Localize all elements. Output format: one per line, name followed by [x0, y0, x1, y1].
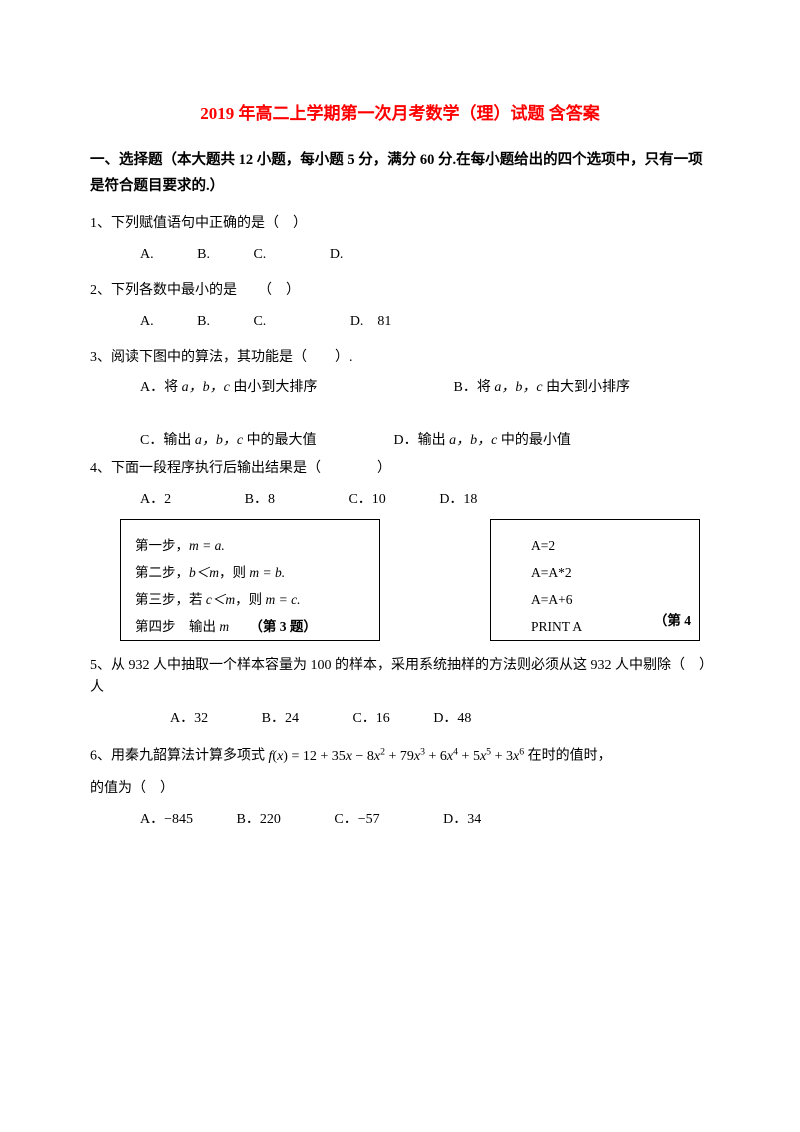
- q6-post: 在时的值时，: [524, 749, 612, 764]
- algo-line-3: 第三步，若 c＜m，则 m = c.: [135, 586, 365, 613]
- q2-option-c: C.: [253, 311, 266, 333]
- question-3-options-ab: A．将 a，b，c 由小到大排序 B．将 a，b，c 由大到小排序: [90, 377, 710, 399]
- section-1-header: 一、选择题（本大题共 12 小题，每小题 5 分，满分 60 分.在每小题给出的…: [90, 147, 710, 199]
- q3-option-b: B．将 a，b，c 由大到小排序: [454, 377, 631, 399]
- algo-line-1: 第一步，m = a.: [135, 532, 365, 559]
- question-1-options: A. B. C. D.: [90, 244, 710, 266]
- q4-option-c: C．10: [348, 489, 385, 511]
- code-box: A=2 A=A*2 A=A+6 PRINT A（第 4: [490, 519, 700, 641]
- q1-option-b: B.: [197, 244, 210, 266]
- q1-option-a: A.: [140, 244, 154, 266]
- q3b-post: 由大到小排序: [543, 380, 631, 395]
- question-4-options: A．2 B．8 C．10 D．18: [90, 489, 710, 511]
- q3b-vars: a，b，c: [494, 380, 542, 395]
- q4-option-d: D．18: [439, 489, 477, 511]
- q3-option-d: D．输出 a，b，c 中的最小值: [394, 430, 571, 452]
- q3c-post: 中的最大值: [243, 433, 317, 448]
- exam-title: 2019 年高二上学期第一次月考数学（理）试题 含答案: [90, 100, 710, 127]
- question-6: 6、用秦九韶算法计算多项式 f(x) = 12 + 35x − 8x2 + 79…: [90, 744, 710, 768]
- q3d-post: 中的最小值: [497, 433, 571, 448]
- q6-option-a: A．−845: [140, 809, 193, 831]
- q3a-vars: a，b，c: [182, 380, 230, 395]
- algo-line-2: 第二步，b＜m，则 m = b.: [135, 559, 365, 586]
- q3a-post: 由小到大排序: [230, 380, 318, 395]
- code-line-2: A=A*2: [531, 559, 685, 586]
- algo-line-4: 第四步 输出 m （第 3 题）: [135, 613, 365, 640]
- question-2: 2、下列各数中最小的是 （ ）: [90, 280, 710, 302]
- algo-box-label: （第 3 题）: [256, 619, 317, 634]
- q4-option-b: B．8: [245, 489, 275, 511]
- q3b-pre: B．将: [454, 380, 495, 395]
- q5-option-d: D．48: [433, 708, 471, 730]
- q1-option-d: D.: [330, 244, 344, 266]
- question-3-options-cd: C．输出 a，b，c 中的最大值 D．输出 a，b，c 中的最小值: [90, 430, 710, 452]
- q2-option-a: A.: [140, 311, 154, 333]
- question-5-options: A．32 B．24 C．16 D．48: [90, 708, 710, 730]
- q6-option-d: D．34: [443, 809, 481, 831]
- code-line-4: PRINT A（第 4: [531, 613, 685, 640]
- question-4: 4、下面一段程序执行后输出结果是（ ）: [90, 458, 710, 480]
- q6-option-b: B．220: [237, 809, 281, 831]
- q2-option-d: D. 81: [350, 311, 392, 333]
- q6-pre: 6、用秦九韶算法计算多项式: [90, 749, 269, 764]
- q5-option-a: A．32: [170, 708, 208, 730]
- q1-option-c: C.: [253, 244, 266, 266]
- code-box-label: （第 4: [654, 607, 691, 634]
- question-2-options: A. B. C. D. 81: [90, 311, 710, 333]
- question-5: 5、从 932 人中抽取一个样本容量为 100 的样本，采用系统抽样的方法则必须…: [90, 655, 710, 700]
- question-6-options: A．−845 B．220 C．−57 D．34: [90, 809, 710, 831]
- algorithm-box: 第一步，m = a. 第二步，b＜m，则 m = b. 第三步，若 c＜m，则 …: [120, 519, 380, 641]
- question-6-line2: 的值为（ ）: [90, 778, 710, 800]
- q3c-pre: C．输出: [140, 433, 195, 448]
- question-3: 3、阅读下图中的算法，其功能是（ ）.: [90, 347, 710, 369]
- q3d-pre: D．输出: [394, 433, 450, 448]
- q3-option-c: C．输出 a，b，c 中的最大值: [90, 430, 390, 452]
- code-line-1: A=2: [531, 532, 685, 559]
- q3a-pre: A．将: [140, 380, 182, 395]
- q3-option-a: A．将 a，b，c 由小到大排序: [90, 377, 450, 399]
- q2-option-b: B.: [197, 311, 210, 333]
- q6-formula: f(x) = 12 + 35x − 8x2 + 79x3 + 6x4 + 5x5…: [269, 749, 525, 764]
- q5-option-b: B．24: [262, 708, 299, 730]
- q3c-vars: a，b，c: [195, 433, 243, 448]
- question-1: 1、下列赋值语句中正确的是（ ）: [90, 213, 710, 235]
- q5-option-c: C．16: [352, 708, 389, 730]
- q6-option-c: C．−57: [334, 809, 379, 831]
- q4-option-a: A．2: [140, 489, 171, 511]
- q3d-vars: a，b，c: [449, 433, 497, 448]
- boxes-row: 第一步，m = a. 第二步，b＜m，则 m = b. 第三步，若 c＜m，则 …: [90, 519, 710, 641]
